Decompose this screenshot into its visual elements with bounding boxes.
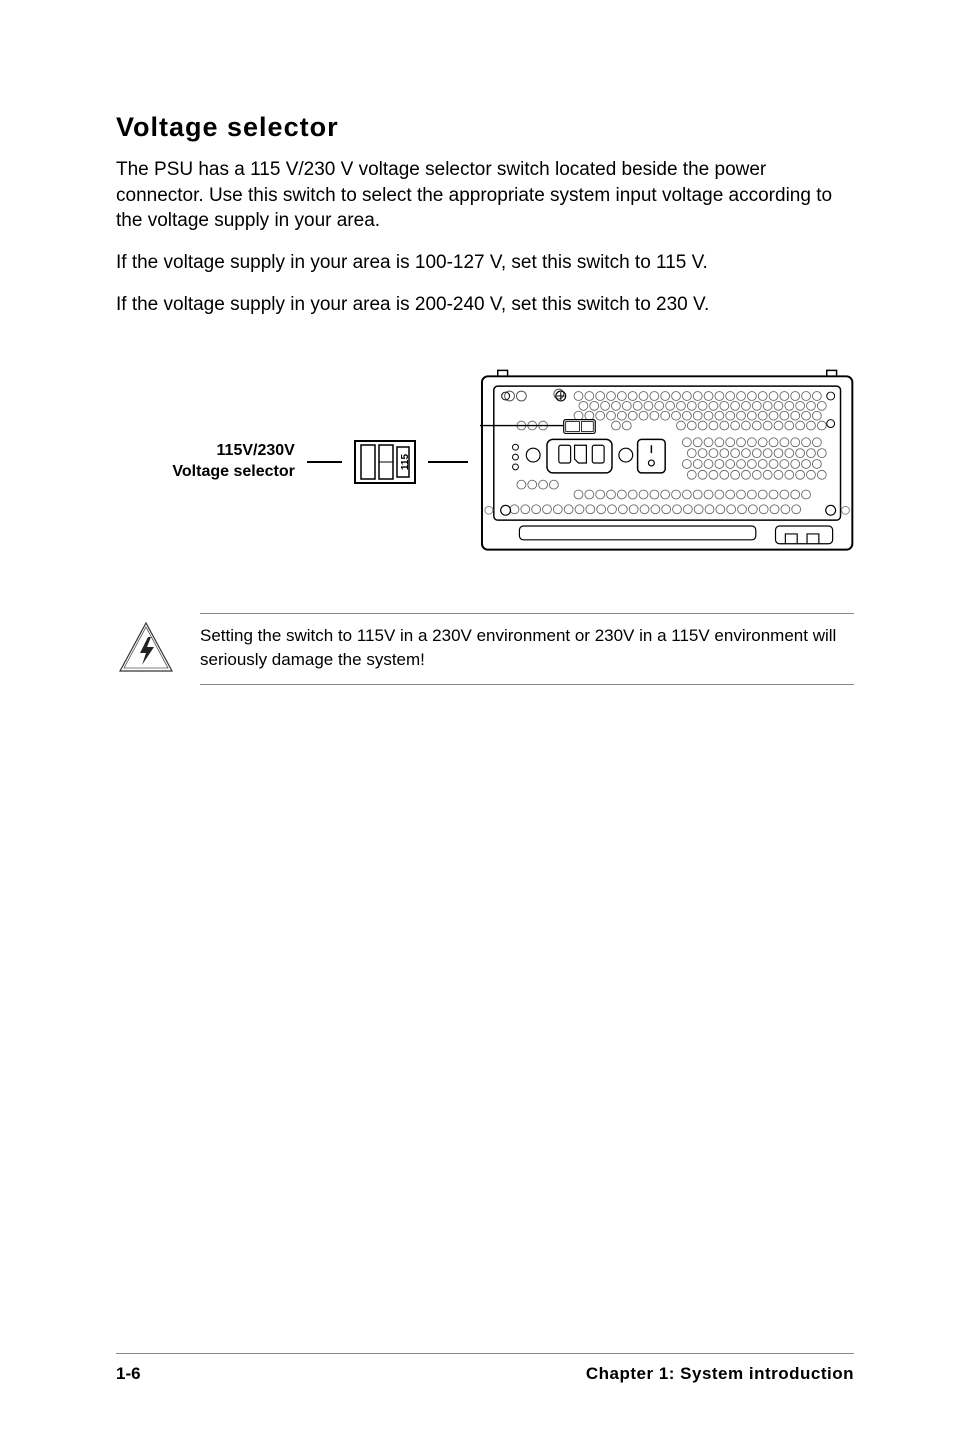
callout-line-left <box>307 461 342 463</box>
section-heading: Voltage selector <box>116 112 854 143</box>
document-page: Voltage selector The PSU has a 115 V/230… <box>0 0 954 1438</box>
power-switch <box>637 440 665 473</box>
diagram-label-line1: 115V/230V <box>217 442 295 459</box>
power-connector <box>547 440 612 473</box>
callout-line-right <box>428 461 467 463</box>
page-number: 1-6 <box>116 1364 141 1384</box>
diagram-label: 115V/230V Voltage selector <box>152 441 295 483</box>
warning-callout: Setting the switch to 115V in a 230V env… <box>116 613 854 685</box>
paragraph-2: If the voltage supply in your area is 10… <box>116 250 854 276</box>
switch-enlarged-view: 115 <box>354 440 416 484</box>
paragraph-3: If the voltage supply in your area is 20… <box>116 292 854 318</box>
warning-text: Setting the switch to 115V in a 230V env… <box>200 613 854 685</box>
paragraph-1: The PSU has a 115 V/230 V voltage select… <box>116 157 854 234</box>
switch-svg: 115 <box>357 443 413 481</box>
warning-icon <box>116 621 176 675</box>
chapter-title: Chapter 1: System introduction <box>586 1364 854 1384</box>
switch-value-text: 115 <box>400 454 411 471</box>
psu-rear-panel-illustration <box>480 367 854 557</box>
diagram-label-line2: Voltage selector <box>172 463 294 480</box>
page-footer: 1-6 Chapter 1: System introduction <box>116 1353 854 1384</box>
voltage-selector-diagram: 115V/230V Voltage selector 115 <box>116 367 854 557</box>
switch-detail-callout: 115 <box>354 440 416 484</box>
